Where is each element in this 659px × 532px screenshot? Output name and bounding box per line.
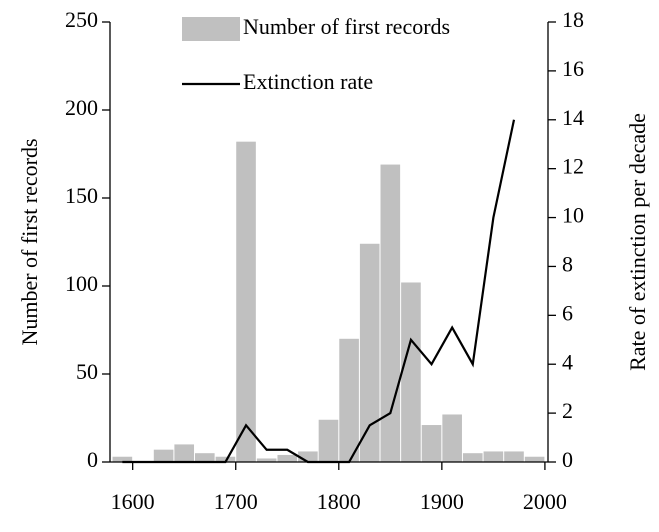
y-tick-label: 100 — [65, 271, 98, 296]
y2-tick-label: 14 — [562, 105, 584, 130]
histogram-bar — [318, 419, 339, 462]
y2-tick-label: 2 — [562, 398, 573, 423]
y2-axis-label: Rate of extinction per decade — [625, 113, 650, 371]
x-tick-label: 2000 — [523, 489, 567, 514]
y-tick-label: 200 — [65, 95, 98, 120]
histogram-bar — [112, 456, 133, 462]
histogram-bar — [174, 444, 195, 462]
x-tick-label: 1800 — [317, 489, 361, 514]
legend-swatch — [182, 17, 240, 41]
histogram-bar — [380, 164, 401, 462]
y-tick-label: 50 — [76, 359, 98, 384]
y2-tick-label: 4 — [562, 349, 573, 374]
y2-tick-label: 10 — [562, 203, 584, 228]
y2-tick-label: 12 — [562, 154, 584, 179]
histogram-bar — [359, 243, 380, 462]
histogram-bar — [298, 451, 318, 462]
y-tick-label: 150 — [65, 183, 98, 208]
x-tick-label: 1900 — [420, 489, 464, 514]
y2-tick-label: 0 — [562, 447, 573, 472]
histogram-bar — [421, 425, 442, 462]
histogram-bar — [401, 282, 421, 462]
y2-tick-label: 6 — [562, 300, 573, 325]
legend-label: Number of first records — [243, 14, 450, 39]
histogram-bar — [504, 451, 524, 462]
y-axis-label: Number of first records — [17, 138, 42, 345]
x-tick-label: 1600 — [111, 489, 155, 514]
histogram-bar — [153, 449, 174, 462]
y-tick-label: 0 — [87, 447, 98, 472]
histogram-bar — [483, 451, 504, 462]
y2-tick-label: 16 — [562, 56, 584, 81]
y-tick-label: 250 — [65, 7, 98, 32]
histogram-bar — [442, 414, 462, 462]
extinction-line — [122, 119, 516, 464]
histogram-bar — [256, 458, 277, 462]
histogram-bar — [195, 453, 215, 462]
histogram-bar — [462, 453, 483, 462]
histogram-bar — [339, 338, 359, 462]
y2-tick-label: 8 — [562, 251, 573, 276]
y2-tick-label: 18 — [562, 7, 584, 32]
legend-label: Extinction rate — [243, 69, 373, 94]
histogram-bar — [277, 454, 298, 462]
x-tick-label: 1700 — [214, 489, 258, 514]
histogram-bar — [524, 456, 545, 462]
histogram-bar — [215, 456, 236, 462]
histogram-bar — [236, 141, 256, 462]
